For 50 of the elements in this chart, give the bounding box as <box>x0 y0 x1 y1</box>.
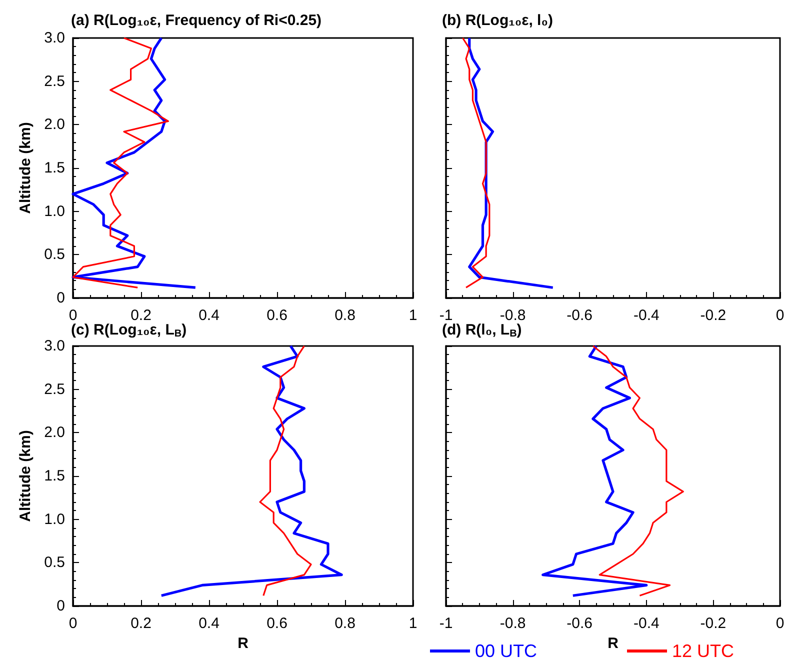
y-tick-label: 1.5 <box>44 468 65 484</box>
x-tick-label: 0 <box>68 307 78 324</box>
x-tick-label: 0 <box>68 615 78 632</box>
y-tick-label: 3.0 <box>44 338 65 354</box>
x-tick-label: 0.4 <box>198 615 220 632</box>
x-axis-title: R <box>608 634 619 652</box>
x-tick-label: -0.6 <box>566 615 593 632</box>
y-tick-label: 2.0 <box>44 116 65 134</box>
x-tick-label: -0.2 <box>700 615 726 632</box>
y-tick-label: 2.5 <box>44 380 65 398</box>
x-tick-label: -0.8 <box>500 615 526 632</box>
y-tick-label: 0 <box>56 290 65 306</box>
y-tick-label: 0.5 <box>44 554 65 572</box>
x-tick-label: 0.8 <box>334 307 356 324</box>
x-tick-label: 0 <box>776 615 784 632</box>
x-tick-label: -0.8 <box>500 307 526 324</box>
y-tick-label: 1.5 <box>44 160 65 176</box>
x-tick-label: 0 <box>776 307 784 324</box>
legend-label: 12 UTC <box>672 641 734 661</box>
x-tick-label: -1 <box>439 615 453 632</box>
y-tick-label: 2.0 <box>44 424 65 442</box>
x-axis-title: R <box>238 634 249 652</box>
x-tick-label: 1 <box>408 615 418 632</box>
chart-title: (b) R(Log₁₀ε, l₀) <box>442 12 553 29</box>
x-tick-label: 0.2 <box>130 615 152 632</box>
x-tick-label: 0.6 <box>266 615 288 632</box>
y-axis-title: Altitude (km) <box>17 122 34 214</box>
x-tick-label: 1 <box>408 307 418 324</box>
line-series <box>72 37 169 288</box>
x-tick-label: -0.6 <box>566 307 593 324</box>
x-tick-label: -0.4 <box>633 615 660 632</box>
line-series <box>259 345 312 596</box>
y-tick-label: 1.0 <box>44 510 65 528</box>
line-series <box>72 36 197 289</box>
x-tick-label: -0.2 <box>700 307 726 324</box>
x-tick-label: -1 <box>439 307 453 324</box>
x-tick-label: 0.8 <box>334 615 356 632</box>
y-tick-label: 1.0 <box>44 202 65 220</box>
x-tick-label: -0.4 <box>633 307 660 324</box>
legend-label: 00 UTC <box>475 641 538 661</box>
x-tick-label: 0.4 <box>198 307 220 324</box>
y-tick-label: 3.0 <box>44 30 65 46</box>
x-tick-label: 0.2 <box>130 307 152 324</box>
y-tick-label: 0 <box>56 598 65 614</box>
line-series <box>160 344 343 597</box>
chart-title: (a) R(Log₁₀ε, Frequency of Ri<0.25) <box>71 12 322 29</box>
y-axis-title: Altitude (km) <box>17 430 34 522</box>
y-tick-label: 2.5 <box>44 72 65 90</box>
y-tick-label: 0.5 <box>44 246 65 264</box>
x-tick-label: 0.6 <box>266 307 288 324</box>
